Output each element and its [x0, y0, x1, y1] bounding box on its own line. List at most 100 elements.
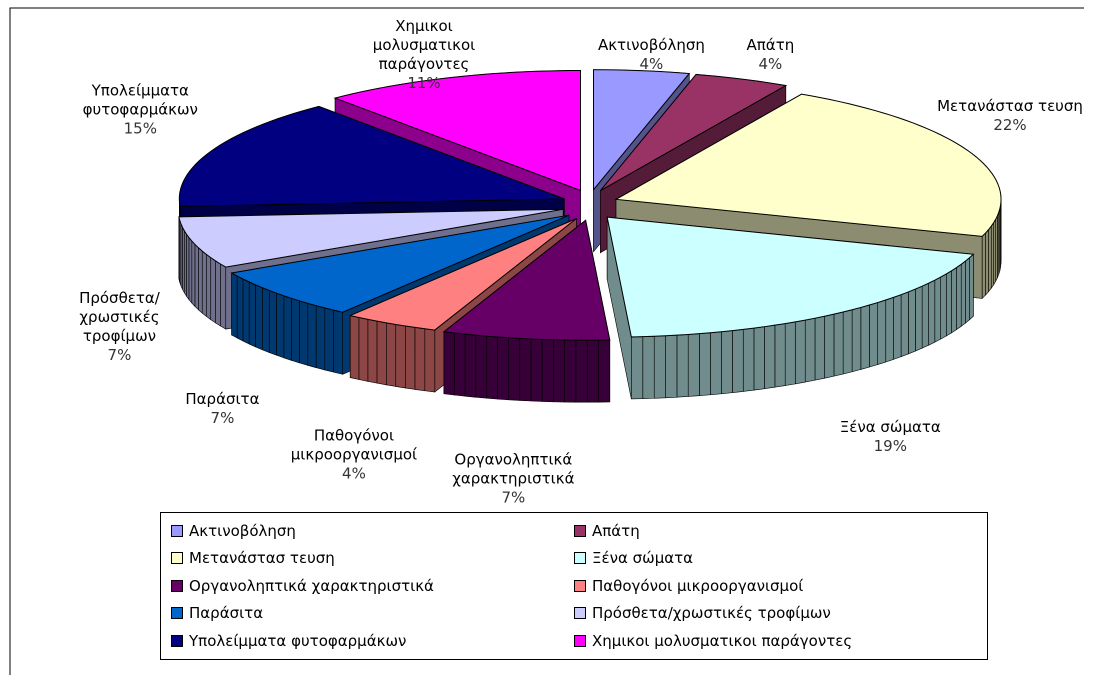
slice-side [699, 332, 711, 396]
slice-side [268, 290, 277, 356]
slice-side [201, 250, 207, 318]
slice-side [993, 218, 996, 286]
legend-label: Υπολείμματα φυτοφαρμάκων [189, 631, 407, 650]
slice-side [291, 298, 300, 364]
data-label: Παθογόνοι μικροοργανισμοί 4% [279, 427, 429, 484]
slice-side [575, 339, 588, 403]
legend-swatch [574, 524, 586, 537]
slice-side [497, 336, 510, 401]
legend-item: Οργανοληπτικά χαρακτηριστικά [171, 572, 574, 599]
slice-side [349, 315, 360, 380]
slice-side [519, 338, 532, 402]
slice-side [530, 338, 543, 402]
slice-side [631, 336, 644, 400]
legend-item: Παθογόνοι μικροοργανισμοί [574, 572, 977, 599]
slice-side [299, 300, 309, 366]
slice-side [255, 284, 263, 351]
slice-side [960, 260, 966, 327]
slice-side [833, 311, 844, 377]
slice-side [945, 270, 952, 337]
data-label: Ακτινοβόληση 4% [576, 36, 726, 74]
legend-label: Πρόσθετα/χρωστικές τροφίμων [592, 604, 831, 623]
legend-label: Ξένα σώματα [592, 549, 694, 568]
slice-side [454, 332, 466, 397]
percent-label: 4% [342, 464, 366, 483]
legend-label: Μετανάστασ τευση [189, 549, 335, 568]
slice-side [921, 282, 929, 349]
slice-side [676, 334, 689, 398]
legend-item: Απάτη [574, 517, 977, 544]
slice-side [405, 325, 416, 390]
slice-top [614, 93, 1002, 237]
slice-top [348, 218, 577, 331]
slice-side [934, 276, 941, 343]
slice-side [742, 327, 755, 392]
legend-swatch [171, 634, 183, 647]
slice-side [915, 285, 923, 352]
slice-top [599, 73, 788, 192]
data-label: Παράσιτα 7% [147, 390, 297, 428]
slice-side [988, 225, 992, 293]
slice-side [965, 257, 970, 324]
slice-top [178, 208, 564, 268]
slice-side [908, 288, 916, 355]
legend-label: Χημικοι μολυσματικοι παράγοντες [592, 631, 853, 650]
slice-side [283, 295, 292, 361]
slice-side [940, 273, 947, 340]
legend-swatch [574, 552, 586, 565]
frame [9, 7, 1084, 675]
slice-side [721, 330, 733, 395]
slice-side [564, 339, 577, 403]
category-label: Παθογόνοι μικροοργανισμοί [290, 426, 418, 464]
slice-side [687, 333, 700, 397]
slice-side [732, 329, 744, 393]
slice-side [969, 253, 974, 321]
slice-side [851, 307, 862, 373]
legend-item: Υπολείμματα φυτοφαρμάκων [171, 627, 574, 654]
category-label: Μετανάστασ τευση [937, 96, 1083, 115]
slice-side [395, 324, 406, 389]
slice-side [764, 324, 776, 390]
slice-side [367, 318, 378, 384]
slice-side [598, 339, 611, 403]
slice-side [893, 294, 902, 360]
data-label: Πρόσθετα/χρωστικές τροφίμων 7% [44, 289, 194, 365]
legend-item: Ξένα σώματα [574, 545, 977, 572]
slice-side [376, 320, 387, 386]
slice-side [198, 247, 203, 314]
slice-top [333, 70, 582, 192]
percent-label: 22% [993, 115, 1027, 134]
category-label: Οργανοληπτικά χαρακτηριστικά [452, 450, 575, 488]
slice-side [885, 296, 894, 363]
percent-label: 7% [501, 488, 526, 507]
slice-side [184, 229, 187, 298]
slice-side [753, 326, 765, 391]
data-label: Οργανοληπτικά χαρακτηριστικά 7% [438, 451, 588, 508]
slice-side [541, 339, 554, 403]
legend-label: Παράσιτα [189, 604, 264, 623]
slice-side [324, 307, 334, 373]
legend-swatch [171, 607, 183, 620]
slice-side [784, 321, 796, 386]
category-label: Ξένα σώματα [839, 417, 941, 436]
category-label: Χημικοι μολυσματικοι παράγοντες [372, 17, 476, 73]
slice-side [653, 335, 666, 399]
category-label: Υπολείμματα φυτοφαρμάκων [82, 81, 198, 119]
slice-side [464, 333, 477, 398]
slice-side [443, 331, 455, 396]
legend-item: Παράσιτα [171, 600, 574, 627]
slice-side [877, 299, 887, 365]
legend-swatch [574, 579, 586, 592]
category-label: Παράσιτα [185, 390, 260, 409]
slice-side [358, 317, 369, 382]
percent-label: 15% [123, 119, 157, 138]
percent-label: 19% [873, 436, 907, 455]
data-label: Υπολείμματα φυτοφαρμάκων 15% [65, 81, 215, 138]
slice-side [842, 309, 853, 375]
slice-side [824, 313, 835, 379]
slice-side [710, 331, 722, 396]
slice-side [276, 292, 285, 359]
slice-side [900, 291, 909, 358]
slice-side [262, 287, 270, 353]
